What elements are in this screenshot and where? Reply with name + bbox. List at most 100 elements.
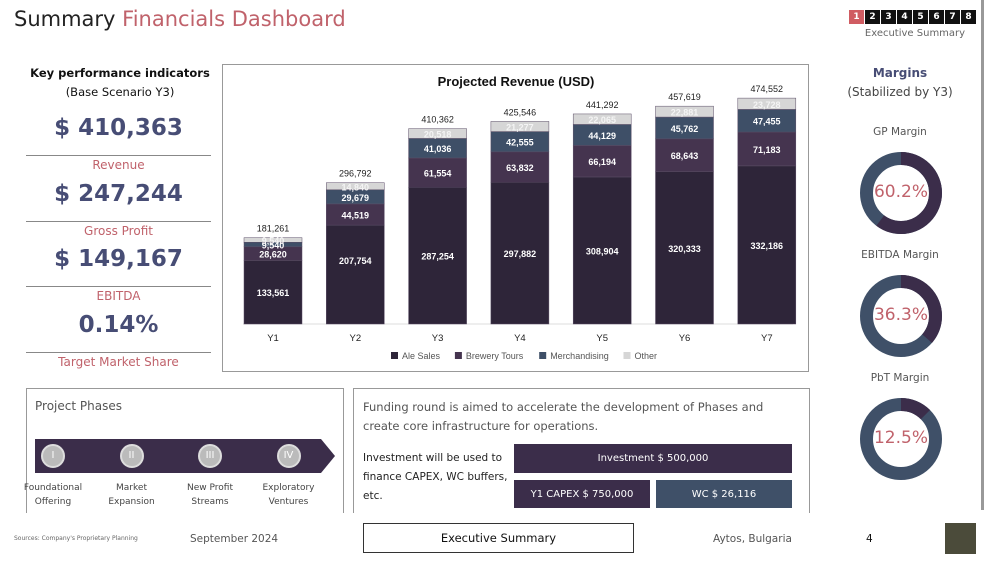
footer-source: Sources: Company's Proprietary Planning [14,535,138,542]
donut-fill [860,275,942,357]
bar-data-label: 320,333 [668,244,701,254]
funding-text: Funding round is aimed to accelerate the… [363,400,764,433]
legend-label: Ale Sales [402,351,441,361]
phases-title: Project Phases [35,399,122,413]
divider [981,0,984,510]
bar-data-label: 133,561 [257,288,290,298]
margin-donut [860,275,942,357]
donut-fill [860,398,942,480]
phase-label: New Profit Streams [187,483,233,507]
bar-data-label: 9,540 [262,241,285,251]
x-tick-label: Y6 [679,333,691,344]
x-tick-label: Y4 [514,333,526,344]
page-tab-5[interactable]: 5 [913,10,928,24]
kpi-value: 0.14% [78,311,159,338]
bar-data-label: 297,882 [504,249,537,259]
project-phases-panel: Project Phases I Foundational Offering II M… [24,388,344,513]
bar-segment-ale-sales [408,187,467,325]
donut-fill [860,152,942,234]
kpi-divider [26,220,211,222]
bar-data-label: 20,518 [424,130,452,140]
legend-label: Merchandising [550,351,609,361]
phase-label: Exploratory Ventures [262,483,315,507]
bar-data-label: 44,519 [342,211,370,221]
bar-segment-brewery-tours [572,145,632,178]
bar-data-label: 22,065 [588,115,616,125]
bar-data-label: 42,555 [506,138,534,148]
margin-label: PbT Margin [870,372,930,384]
x-tick-label: Y7 [761,333,773,344]
investment-box: Investment $ 500,000 [514,444,792,473]
bar-total-label: 410,362 [421,115,454,125]
bar-segment-other [490,121,550,132]
page-tab-1[interactable]: 1 [849,10,864,24]
page-tab-4[interactable]: 4 [897,10,912,24]
margin-label: GP Margin [873,126,927,138]
phase-marker: II [119,444,144,468]
margin-value: 12.5% [873,428,928,448]
bar-total-label: 181,261 [257,224,290,234]
page-tab-7[interactable]: 7 [945,10,960,24]
margin-label: EBITDA Margin [861,249,939,261]
legend-swatch [623,352,631,359]
footer-section: Executive Summary [363,523,634,553]
page-tab-8[interactable]: 8 [961,10,976,24]
bar-total-label: 457,619 [668,92,701,102]
page-title: Summary Financials Dashboard [14,7,346,31]
bar-data-label: 14,840 [342,182,370,192]
kpi-label: EBITDA [96,289,141,303]
company-logo [945,523,976,554]
bar-data-label: 9,540 [262,236,285,246]
page-tab-6[interactable]: 6 [929,10,944,24]
x-tick-label: Y5 [596,333,608,344]
section-label: Executive Summary [864,28,966,39]
bar-segment-other [655,105,714,118]
bar-data-label: 29,679 [342,193,370,203]
legend-label: Brewery Tours [466,351,524,361]
bar-data-label: 66,194 [588,157,616,167]
page-tab-2[interactable]: 2 [865,10,880,24]
capex-box: Y1 CAPEX $ 750,000 [514,480,650,508]
wc-box: WC $ 26,116 [656,480,792,508]
legend-swatch [539,352,547,359]
footer-location: Aytos, Bulgaria [713,533,792,545]
page-tab-3[interactable]: 3 [881,10,896,24]
bar-data-label: 332,186 [751,241,784,251]
revenue-chart-svg: Projected Revenue (USD)133,56128,6209,54… [243,74,797,361]
bar-segment-brewery-tours [655,138,714,172]
kpi-divider [26,286,211,287]
kpi-value: $ 410,363 [54,115,183,141]
revenue-chart: Projected Revenue (USD) 133,561 28,620 9,54… [222,64,809,372]
phases-arrow: I Foundational Offering II Market Expansion… [24,439,335,507]
bar-data-label: 28,620 [259,250,287,260]
phase-marker: I [41,444,65,468]
kpi-subheading: (Base Scenario Y3) [65,85,175,99]
bar-data-label: 308,904 [586,246,619,256]
bar-data-label: 22,881 [671,108,699,118]
title-accent: Financials Dashboard [122,7,346,31]
x-tick-label: Y1 [267,333,279,344]
funding-panel: Funding round is aimed to accelerate the… [353,388,810,513]
title-main: Summary [14,7,116,31]
legend-label: Other [635,351,658,361]
bar-segment-ale-sales [572,176,632,325]
bar-segment-brewery-tours [490,151,550,183]
bar-segment-other [737,97,797,110]
footer-date: September 2024 [190,533,279,545]
kpi-label: Gross Profit [84,223,153,238]
bar-segment-ale-sales [737,165,797,325]
bar-total-label: 296,792 [339,169,372,179]
phase-label: Market Expansion [108,483,155,507]
x-tick-label: Y3 [432,333,444,344]
bar-segment-ale-sales [326,224,385,325]
kpi-label: Target Market Share [58,354,179,369]
legend-swatch [391,352,398,359]
margin-value: 60.2% [873,182,928,202]
bar-segment-other [408,128,467,139]
chart-title: Projected Revenue (USD) [438,74,595,89]
x-tick-label: Y2 [349,333,361,344]
bar-data-label: 61,554 [424,169,452,179]
page-number: 4 [866,533,873,545]
bar-data-label: 71,183 [753,145,781,155]
